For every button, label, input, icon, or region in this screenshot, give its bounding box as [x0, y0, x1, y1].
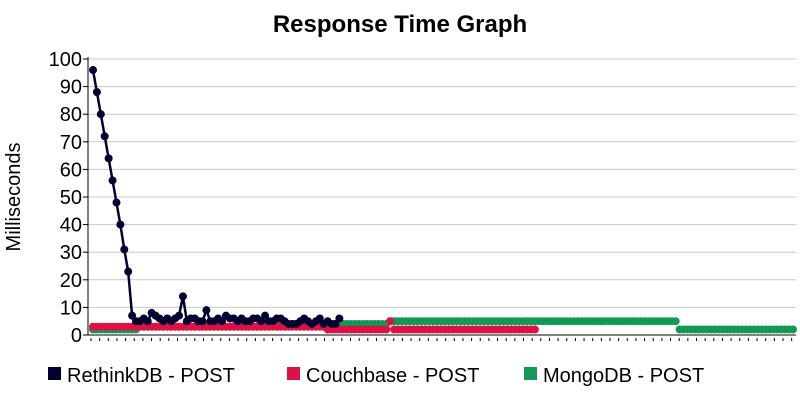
y-tick-label: 70: [60, 132, 82, 154]
data-point: [335, 314, 344, 323]
series-couchbase-post: [89, 317, 539, 334]
grid-layer: [88, 58, 796, 308]
data-point: [530, 325, 539, 334]
data-point: [315, 314, 324, 323]
data-point: [198, 317, 207, 326]
y-tick-label: 0: [71, 325, 82, 347]
data-point: [100, 132, 109, 141]
data-point: [124, 267, 133, 276]
legend-swatch: [287, 367, 300, 380]
y-tick-label: 40: [60, 215, 82, 237]
y-tick-label: 50: [60, 187, 82, 209]
y-tick-label: 20: [60, 270, 82, 292]
data-point: [175, 311, 184, 320]
chart-title: Response Time Graph: [273, 11, 527, 38]
data-point: [257, 317, 266, 326]
data-point: [128, 311, 137, 320]
data-point: [386, 317, 395, 326]
data-point: [261, 311, 270, 320]
data-point: [331, 319, 340, 328]
data-point: [789, 325, 797, 334]
data-point: [120, 245, 129, 254]
data-point: [178, 292, 187, 301]
y-tick-label: 10: [60, 297, 82, 319]
legend-swatch: [48, 367, 61, 380]
series-layer: [89, 66, 797, 334]
legend: RethinkDB - POST Couchbase - POST MongoDB …: [48, 365, 704, 387]
data-point: [112, 198, 121, 207]
legend-label: Couchbase - POST: [306, 365, 479, 387]
data-point: [202, 306, 211, 315]
data-point: [104, 154, 113, 163]
y-tick-label: 90: [60, 77, 82, 99]
legend-swatch: [524, 367, 537, 380]
legend-label: MongoDB - POST: [543, 365, 704, 387]
data-point: [671, 317, 680, 326]
axis-layer: 0 10 20 30 40 50 60 70 80 90 100: [49, 49, 796, 347]
data-point: [96, 110, 105, 119]
data-point: [218, 317, 227, 326]
data-point: [89, 66, 97, 75]
data-point: [143, 317, 152, 326]
data-point: [382, 325, 391, 334]
y-axis-label: Milliseconds: [3, 143, 25, 252]
y-tick-label: 30: [60, 242, 82, 264]
data-point: [116, 220, 125, 229]
data-point: [92, 88, 101, 97]
data-point: [108, 176, 117, 185]
legend-label: RethinkDB - POST: [67, 365, 235, 387]
y-tick-label: 80: [60, 104, 82, 126]
y-tick-label: 100: [49, 49, 82, 71]
series-rethinkdb-post: [89, 66, 344, 328]
y-tick-label: 60: [60, 159, 82, 181]
